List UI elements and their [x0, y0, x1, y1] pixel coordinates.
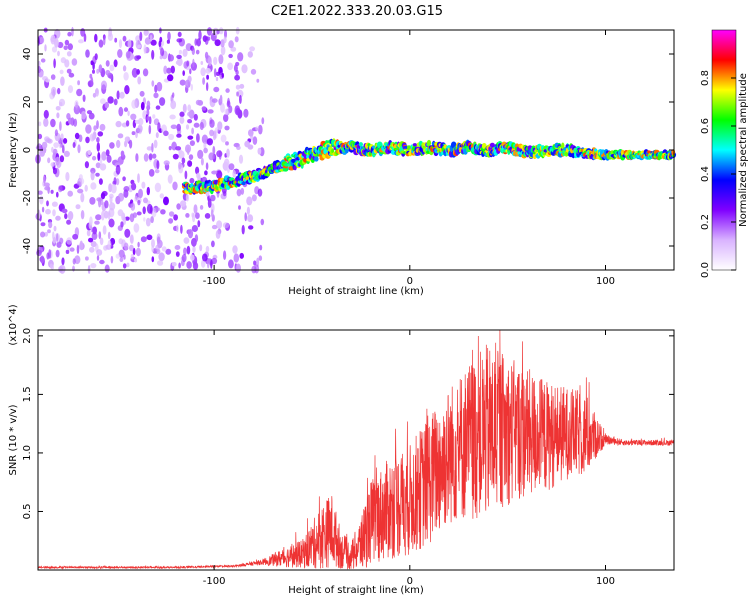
spectrogram-heatmap — [35, 26, 677, 274]
spectrogram-y-ticks: -40 -20 0 20 40 — [22, 48, 674, 254]
spectrogram-x-ticks: -100 0 100 — [203, 30, 615, 287]
colorbar-tick-label: 0.2 — [700, 214, 711, 230]
spectrogram-x-tick-label: 100 — [596, 276, 615, 287]
spectrogram-y-tick-label: 40 — [22, 48, 33, 61]
spectrogram-y-tick-label: 20 — [22, 96, 33, 109]
snr-y-tick-label: 2.0 — [22, 328, 33, 344]
snr-frame — [37, 329, 675, 571]
snr-panel: -100 0 100 0.5 1.0 1.5 2.0 Height of straight… — [8, 304, 675, 596]
colorbar-gradient — [711, 29, 737, 271]
snr-x-axis-label: Height of straight line (km) — [288, 585, 424, 596]
colorbar-tick-label: 0.4 — [700, 166, 711, 182]
spectrogram-x-tick-label: -100 — [203, 276, 226, 287]
colorbar-tick-label: 0.8 — [700, 70, 711, 86]
spectrogram-y-axis-label: Frequency (Hz) — [8, 112, 19, 188]
colorbar-ticks: 0.0 0.2 0.4 0.6 0.8 — [700, 70, 736, 278]
snr-y-axis-label: SNR (10 * v/v) — [8, 404, 19, 475]
colorbar-label: Normalized spectral amplitude — [738, 73, 749, 227]
snr-series — [37, 329, 675, 570]
colorbar: 0.0 0.2 0.4 0.6 0.8 Normalized spectral ampl… — [700, 29, 749, 278]
chart-title: C2E1.2022.333.20.03.G15 — [271, 4, 443, 19]
snr-x-tick-label: 100 — [596, 576, 615, 587]
snr-y-ticks: 0.5 1.0 1.5 2.0 — [22, 328, 674, 520]
spectrogram-y-tick-label: -20 — [22, 190, 33, 206]
snr-y-tick-label: 1.5 — [22, 386, 33, 402]
snr-x-tick-label: 0 — [407, 576, 413, 587]
spectrogram-x-tick-label: 0 — [407, 276, 413, 287]
snr-x-ticks: -100 0 100 — [203, 330, 615, 587]
colorbar-tick-label: 0.0 — [700, 262, 711, 278]
colorbar-tick-label: 0.6 — [700, 118, 711, 134]
snr-y-multiplier: (x10^4) — [8, 304, 19, 345]
snr-y-tick-label: 0.5 — [22, 504, 33, 520]
spectrogram-y-tick-label: 0 — [22, 147, 33, 153]
snr-y-tick-label: 1.0 — [22, 445, 33, 461]
spectrogram-ridge — [181, 138, 677, 195]
spectrogram-x-axis-label: Height of straight line (km) — [288, 286, 424, 297]
snr-line — [37, 329, 675, 570]
spectrogram-noise — [35, 26, 265, 274]
spectrogram-panel: -100 0 100 -40 -20 0 20 40 Height of straight … — [8, 26, 677, 297]
spectrogram-y-tick-label: -40 — [22, 238, 33, 254]
snr-x-tick-label: -100 — [203, 576, 226, 587]
